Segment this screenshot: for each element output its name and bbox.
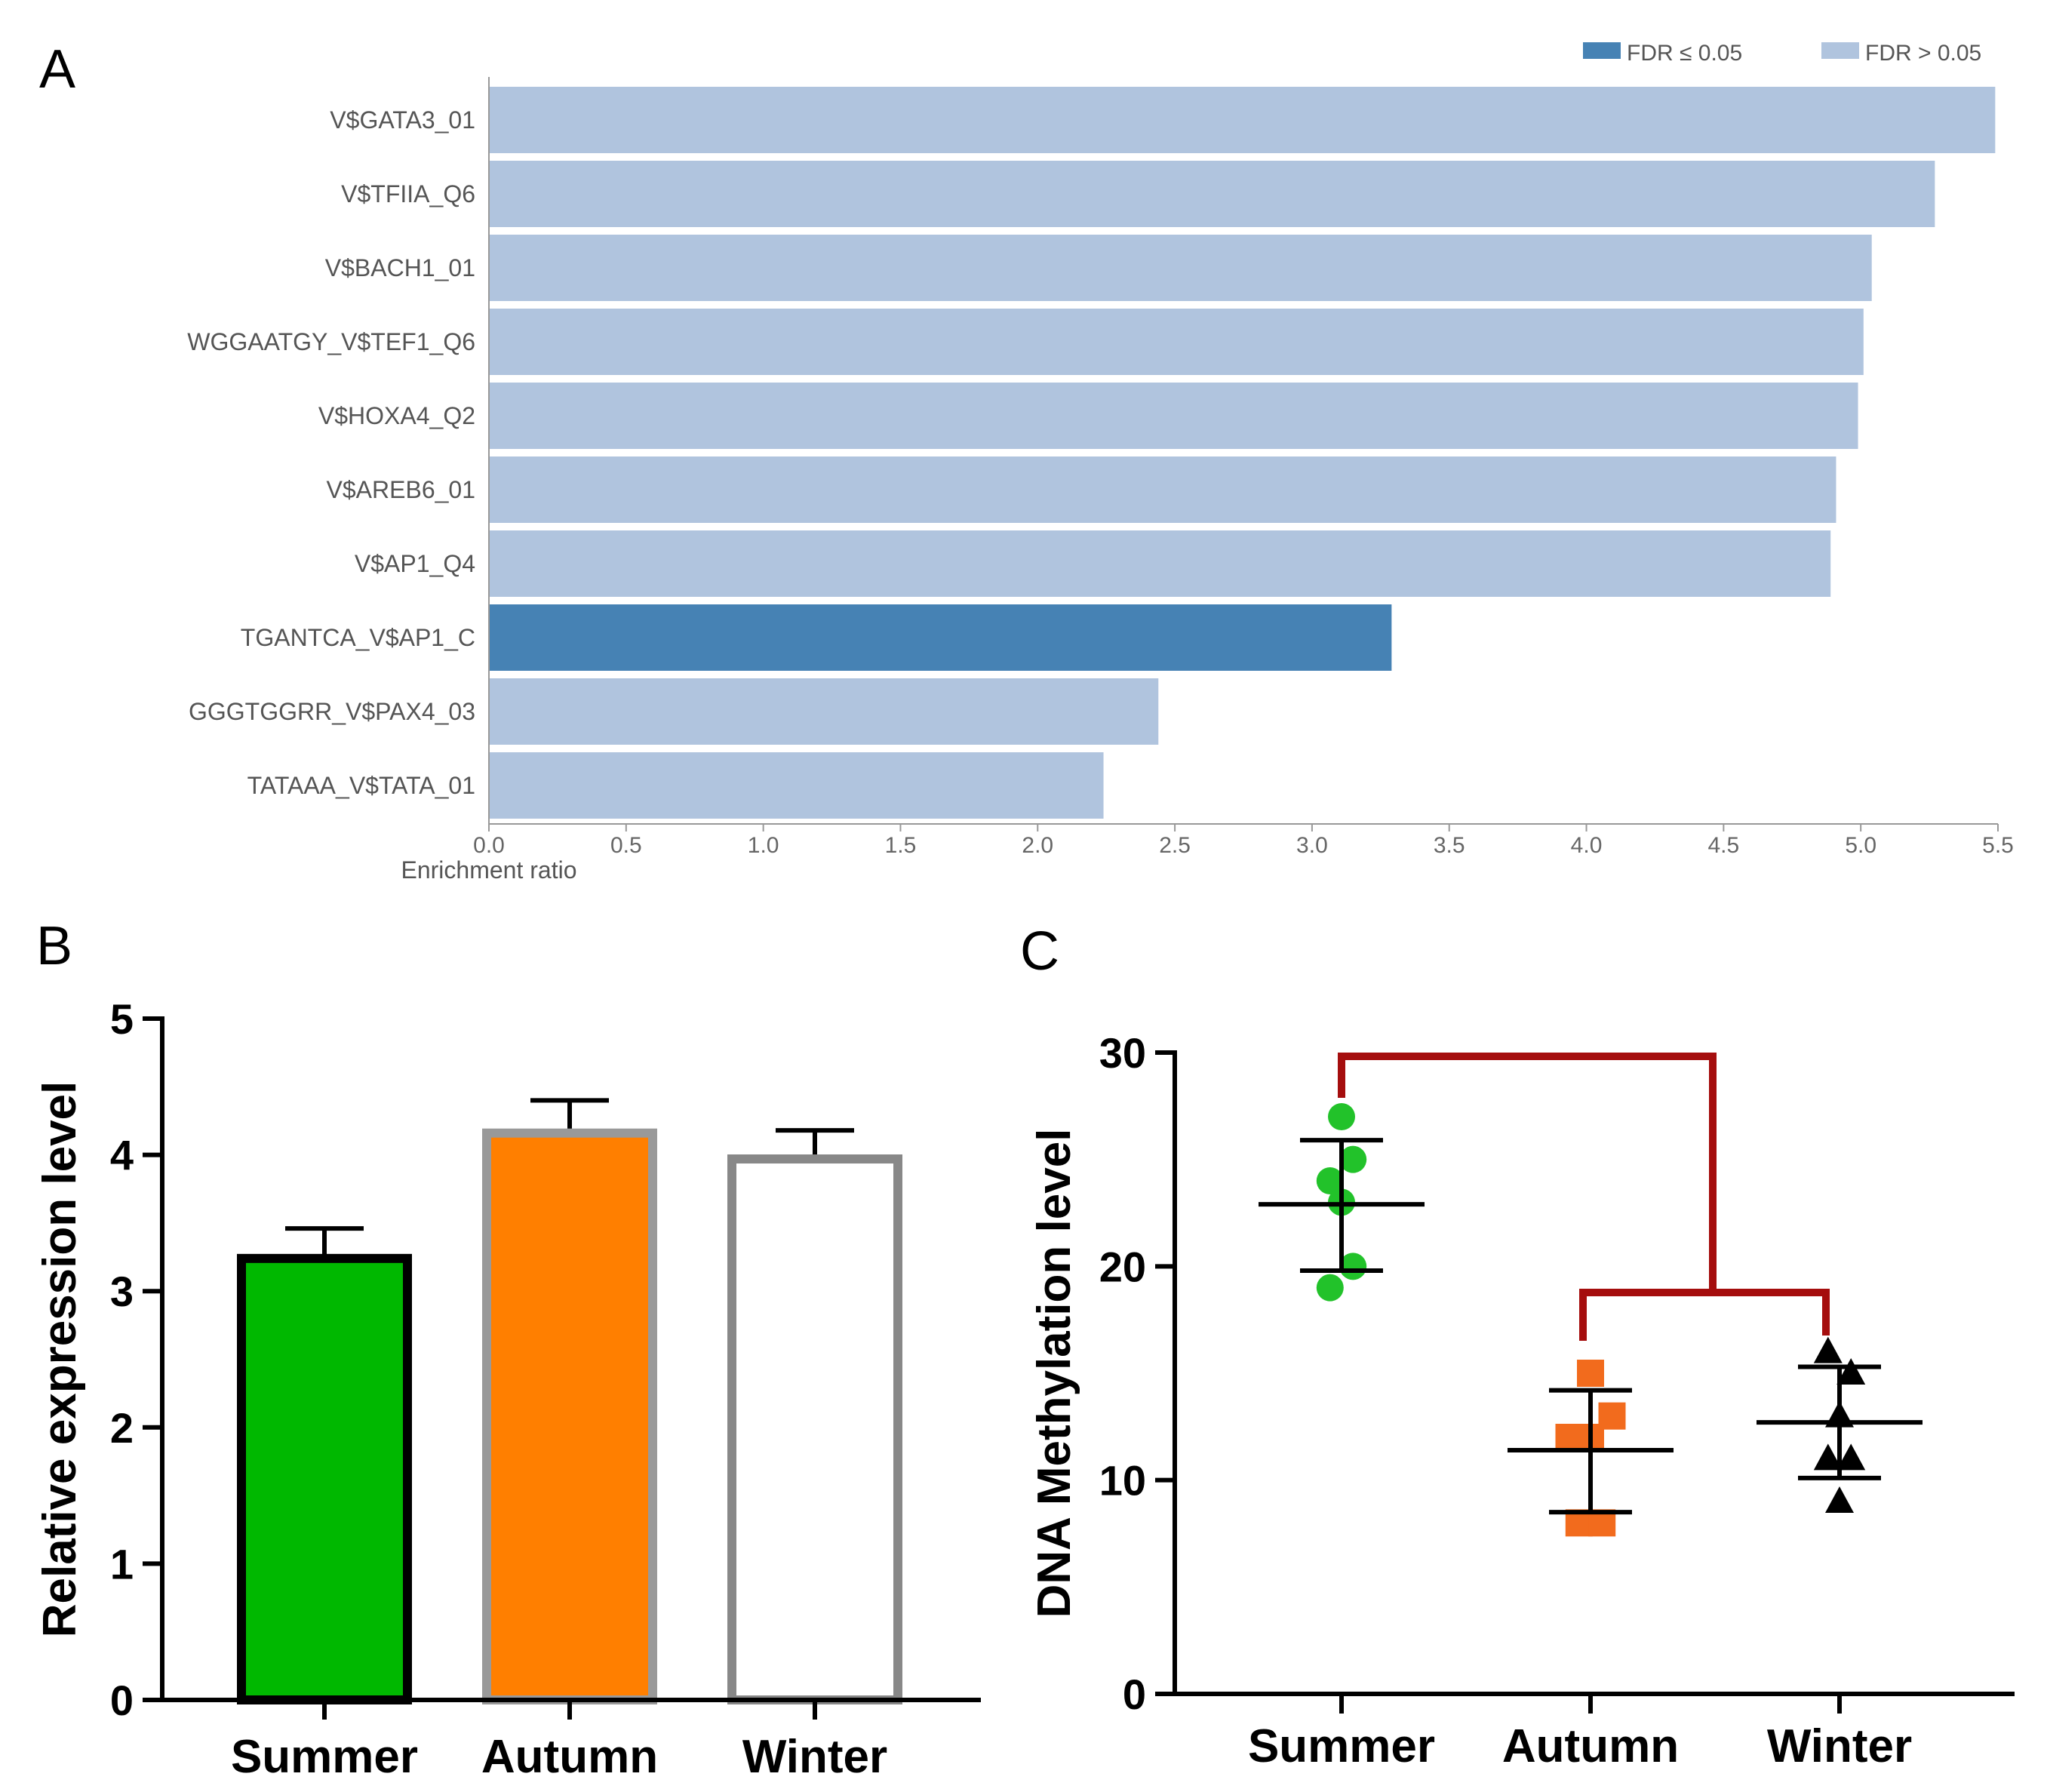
methylation-scatter-chart: 0 10 20 30 Summer Autumn Winter DNA Methylation…	[1028, 1029, 2015, 1772]
c-category-label-autumn: Autumn	[1502, 1720, 1679, 1772]
category-label-gggtggrr-v-pax4-03: GGGTGGRR_V$PAX4_03	[189, 698, 475, 725]
x-tick-label-4-0: 4.0	[1571, 833, 1603, 858]
x-tick-label-1-5: 1.5	[885, 833, 917, 858]
category-label-v-ap1-q4: V$AP1_Q4	[355, 550, 475, 577]
data-point-summer-2	[1316, 1167, 1344, 1194]
expression-bar-chart: 0 1 2 3 4 5 Summer Autumn Winter Relative express…	[34, 995, 981, 1783]
c-y-tick-label-10: 10	[1099, 1457, 1146, 1505]
bar-tgantca-v-ap1-c	[489, 604, 1392, 671]
bar-winter	[727, 1154, 902, 1704]
enrichment-bar-chart: V$GATA3_01 V$TFIIA_Q6 V$BACH1_01 WGGAATGY_V…	[187, 41, 2014, 884]
bar-gggtggrr-v-pax4-03	[489, 678, 1159, 745]
data-point-winter-2	[1836, 1358, 1866, 1385]
panel-b-label: B	[36, 916, 72, 976]
bar-v-gata3-01	[489, 87, 1996, 153]
bar-v-hoxa4-q2	[489, 383, 1858, 449]
category-label-tgantca-v-ap1-c: TGANTCA_V$AP1_C	[241, 624, 475, 651]
x-tick-label-4-5: 4.5	[1708, 833, 1740, 858]
b-y-tick-label-4: 4	[110, 1132, 134, 1179]
bar-v-ap1-q4	[489, 530, 1831, 597]
data-point-winter-1	[1813, 1336, 1843, 1363]
bar-wggaatgy-v-tef1-q6	[489, 309, 1864, 375]
c-y-tick-label-20: 20	[1099, 1243, 1146, 1290]
significance-bracket-summer-vs-others	[1338, 1053, 1717, 1293]
x-tick-label-5-5: 5.5	[1982, 833, 2014, 858]
bar-autumn	[482, 1128, 657, 1704]
c-y-tick-label-30: 30	[1099, 1029, 1146, 1077]
data-point-autumn-1	[1577, 1360, 1604, 1387]
significance-bracket-autumn-winter	[1579, 1289, 1830, 1341]
x-tick-label-5-0: 5.0	[1845, 833, 1876, 858]
category-label-v-gata3-01: V$GATA3_01	[330, 106, 475, 134]
legend-label-1: FDR ≤ 0.05	[1627, 41, 1742, 66]
b-category-label-winter: Winter	[742, 1731, 887, 1783]
category-label-tataaa-v-tata-01: TATAAA_V$TATA_01	[247, 772, 475, 799]
b-y-tick-label-1: 1	[110, 1540, 134, 1588]
x-tick-label-0-0: 0.0	[473, 833, 505, 858]
category-label-v-areb6-01: V$AREB6_01	[327, 476, 475, 503]
legend-swatch-2	[1821, 42, 1859, 59]
b-y-tick-label-5: 5	[110, 995, 134, 1043]
x-tick-label-2-5: 2.5	[1159, 833, 1191, 858]
data-point-winter-6	[1825, 1486, 1854, 1513]
x-tick-label-3-0: 3.0	[1296, 833, 1328, 858]
category-label-wggaatgy-v-tef1-q6: WGGAATGY_V$TEF1_Q6	[187, 328, 475, 355]
x-tick-label-1-0: 1.0	[748, 833, 779, 858]
data-point-summer-5	[1339, 1253, 1367, 1280]
x-tick-label-3-5: 3.5	[1434, 833, 1465, 858]
b-y-tick-label-2: 2	[110, 1404, 134, 1452]
bar-v-tfiia-q6	[489, 161, 1935, 227]
c-category-label-summer: Summer	[1248, 1720, 1435, 1772]
b-y-axis-title: Relative expression level	[34, 1081, 86, 1638]
c-y-tick-label-0: 0	[1123, 1671, 1146, 1718]
c-y-axis-title: DNA Methylation level	[1028, 1129, 1080, 1618]
data-point-summer-1	[1328, 1103, 1355, 1130]
x-tick-label-0-5: 0.5	[610, 833, 642, 858]
x-axis-title: Enrichment ratio	[401, 856, 577, 884]
b-category-label-autumn: Autumn	[481, 1731, 658, 1783]
c-category-label-winter: Winter	[1767, 1720, 1912, 1772]
panel-c-label: C	[1020, 921, 1059, 982]
x-tick-label-2-0: 2.0	[1022, 833, 1053, 858]
bar-v-areb6-01	[489, 456, 1836, 523]
legend-swatch-1	[1583, 42, 1621, 59]
bar-summer	[237, 1253, 412, 1704]
panel-a-label: A	[39, 39, 75, 100]
bar-v-bach1-01	[489, 235, 1872, 301]
category-label-v-tfiia-q6: V$TFIIA_Q6	[341, 180, 475, 207]
data-point-summer-3	[1339, 1145, 1367, 1173]
category-label-v-hoxa4-q2: V$HOXA4_Q2	[318, 402, 475, 429]
b-category-label-summer: Summer	[231, 1731, 418, 1783]
b-y-tick-label-0: 0	[110, 1677, 134, 1724]
data-point-winter-4	[1813, 1443, 1843, 1471]
data-point-summer-6	[1316, 1274, 1344, 1302]
data-point-winter-5	[1836, 1443, 1866, 1471]
b-y-tick-label-3: 3	[110, 1268, 134, 1315]
legend-label-2: FDR > 0.05	[1865, 41, 1981, 66]
bar-tataaa-v-tata-01	[489, 752, 1104, 819]
category-label-v-bach1-01: V$BACH1_01	[325, 254, 475, 281]
